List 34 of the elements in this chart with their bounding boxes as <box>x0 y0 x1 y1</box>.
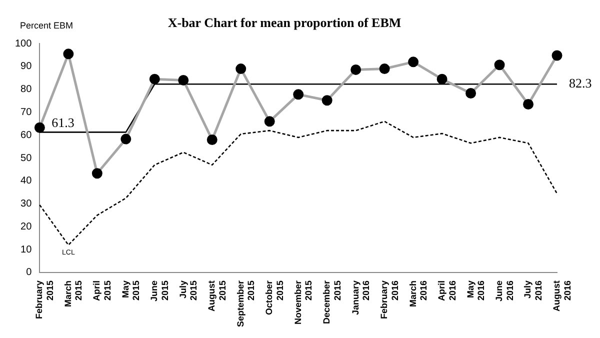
y-tick-label: 100 <box>14 38 32 50</box>
x-tick-label: March 2016 <box>408 280 429 307</box>
chart-title: X-bar Chart for mean proportion of EBM <box>168 15 402 30</box>
x-tick-label: March 2015 <box>62 280 84 307</box>
x-tick-label: November 2015 <box>292 280 314 324</box>
x-tick-label: August 2016 <box>551 280 572 312</box>
y-tick-label: 20 <box>20 221 32 232</box>
x-tick-label: July 2016 <box>522 280 544 301</box>
y-tick-label: 80 <box>20 84 32 96</box>
data-label: 61.3 <box>52 115 74 130</box>
y-tick-label: 50 <box>20 152 32 164</box>
x-tick-label: February 2016 <box>379 280 400 319</box>
x-tick-label: January 2016 <box>350 280 372 316</box>
x-tick-label: December 2015 <box>322 280 342 324</box>
y-tick-label: 60 <box>20 130 32 141</box>
x-tick-label: May 2015 <box>120 280 142 301</box>
y-axis-title: Percent EBM <box>20 20 74 30</box>
y-tick-label: 70 <box>20 107 32 118</box>
y-tick-label: 40 <box>20 176 32 187</box>
y-tick-label: 0 <box>26 267 32 278</box>
x-tick-label: June 2015 <box>149 280 170 302</box>
x-tick-label: October 2015 <box>264 280 285 315</box>
x-tick-label: April 2016 <box>436 280 458 301</box>
x-tick-label: June 2016 <box>494 280 515 302</box>
y-tick-label: 90 <box>20 61 32 72</box>
x-tick-label: May 2016 <box>465 280 486 301</box>
y-tick-label: 10 <box>20 244 32 256</box>
x-tick-label: August 2015 <box>206 280 228 312</box>
x-tick-label: July 2015 <box>178 280 199 301</box>
y-tick-label: 30 <box>20 198 32 210</box>
x-tick-label: April 2015 <box>92 280 112 301</box>
data-label: 82.3 <box>569 76 592 91</box>
x-tick-label: September 2015 <box>235 280 256 328</box>
x-tick-label: February 2015 <box>34 280 55 319</box>
